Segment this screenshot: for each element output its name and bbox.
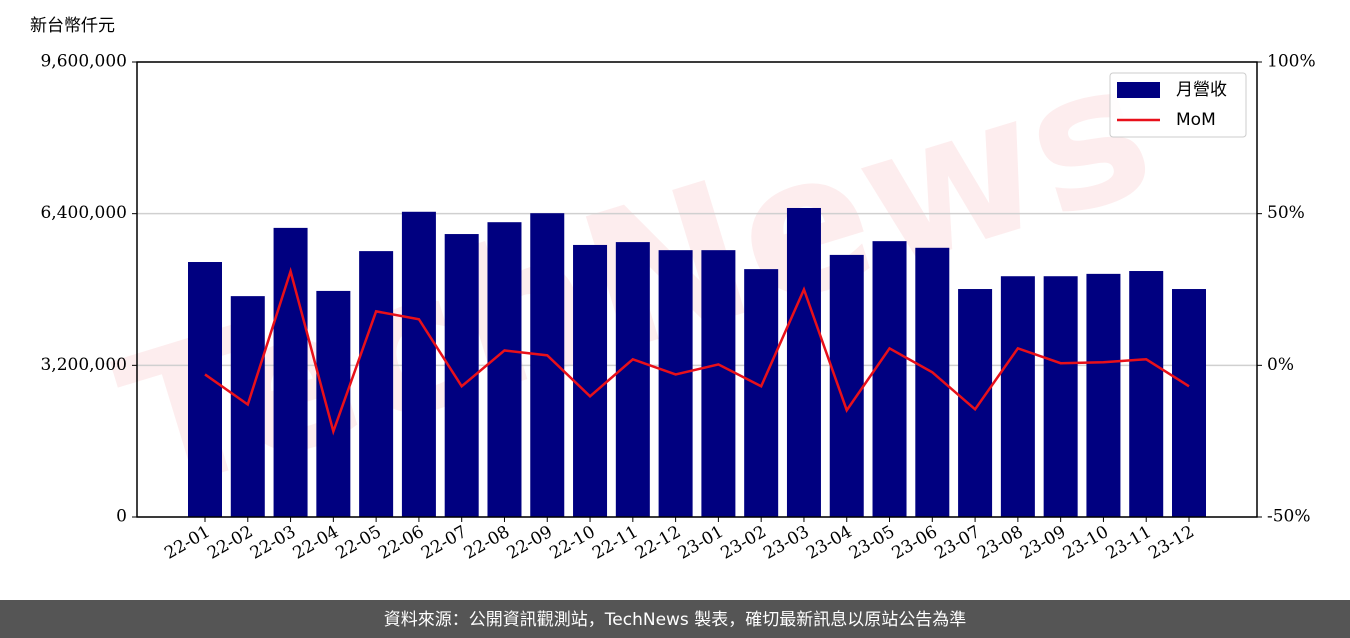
x-tick-label: 22-11 [589,522,641,564]
bar [188,262,222,517]
x-tick-label: 22-09 [504,522,556,564]
bar [573,244,608,517]
bar [701,250,736,518]
legend-swatch [1117,82,1160,98]
x-tick-label: 22-04 [290,522,342,564]
x-tick-label: 23-11 [1103,522,1155,564]
bar [487,222,522,517]
footer-bar [0,600,1350,638]
y2-tick-label: 0% [1267,355,1294,375]
bar [872,241,907,517]
line [204,266,1190,436]
bar [1043,276,1078,517]
bar [744,269,779,517]
bar [615,242,650,517]
bar [230,296,265,517]
bar [401,211,436,518]
x-tick-label: 22-07 [418,522,470,564]
x-tick-label: 23-02 [717,522,769,564]
y-tick-label: 9,600,000 [40,52,127,72]
x-tick-label: 22-08 [461,522,513,564]
x-tick-label: 23-06 [889,522,941,564]
y-tick-label: 3,200,000 [40,355,127,375]
x-tick-label: 23-12 [1145,522,1197,564]
bar [1000,276,1035,517]
x-tick-label: 22-06 [375,522,427,564]
x-tick-label: 22-12 [632,522,684,564]
y-tick-label: 6,400,000 [40,203,127,223]
y2-tick-label: 50% [1267,203,1305,223]
plot-frame [136,61,1258,518]
footer: 資料來源：公開資訊觀測站，TechNews 製表，確切最新訊息以原站公告為準 [384,610,966,630]
bar [1086,273,1121,517]
bar [786,207,821,517]
legend-label: 月營收 [1176,80,1227,100]
x-tick-label: 23-05 [846,522,898,564]
x-tick-label: 22-05 [332,522,384,564]
x-tick-label: 23-03 [760,522,812,564]
y-axis-label: 新台幣仟元 [30,16,115,36]
bar [316,290,351,517]
x-tick-label: 22-02 [204,522,256,564]
x-tick-label: 23-01 [675,522,727,564]
bar [658,250,693,518]
x-tick-label: 23-04 [803,522,855,564]
x-tick-label: 22-03 [247,522,299,564]
y2-tick-label: 100% [1267,52,1316,72]
legend-label: MoM [1176,110,1216,130]
y2-tick-label: -50% [1267,507,1311,527]
bar [829,254,864,517]
x-tick-label: 23-08 [974,522,1026,564]
x-tick-label: 23-07 [931,522,983,564]
x-tick-label: 23-09 [1017,522,1069,564]
bar [958,289,993,517]
bar [359,251,394,517]
x-tick-label: 22-10 [546,522,598,564]
y-tick-label: 0 [116,507,127,527]
x-tick-label: 23-10 [1060,522,1112,564]
bar [1172,289,1206,517]
bar [1129,271,1164,517]
